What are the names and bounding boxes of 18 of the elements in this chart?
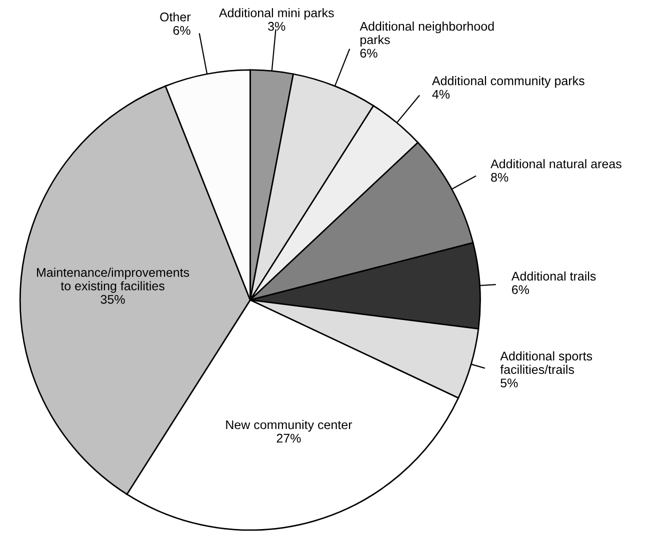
data-label: 6% [173,26,190,35]
data-label: 8% [491,172,508,182]
slice-label: Additional mini parks [218,8,334,20]
data-label: 5% [500,378,518,388]
data-label: 6% [360,48,378,58]
data-label: 3% [268,22,286,31]
data-label: 4% [432,90,450,99]
slice-label: Other [160,12,191,22]
slice-label: Maintenance/improvements to existing facilities [37,268,190,293]
slice-label: Additional neighborhood parks [360,22,494,47]
slice-label: Additional trails [511,271,596,281]
data-label: 27% [276,434,301,443]
slice-label: Additional natural areas [490,159,622,168]
slice-label: Additional community parks [432,76,584,88]
data-label: 35% [100,294,125,304]
slice-label: New community center [226,420,352,432]
legend-label: Additional sports facilities/trails [500,351,592,374]
data-label: 6% [512,285,530,294]
